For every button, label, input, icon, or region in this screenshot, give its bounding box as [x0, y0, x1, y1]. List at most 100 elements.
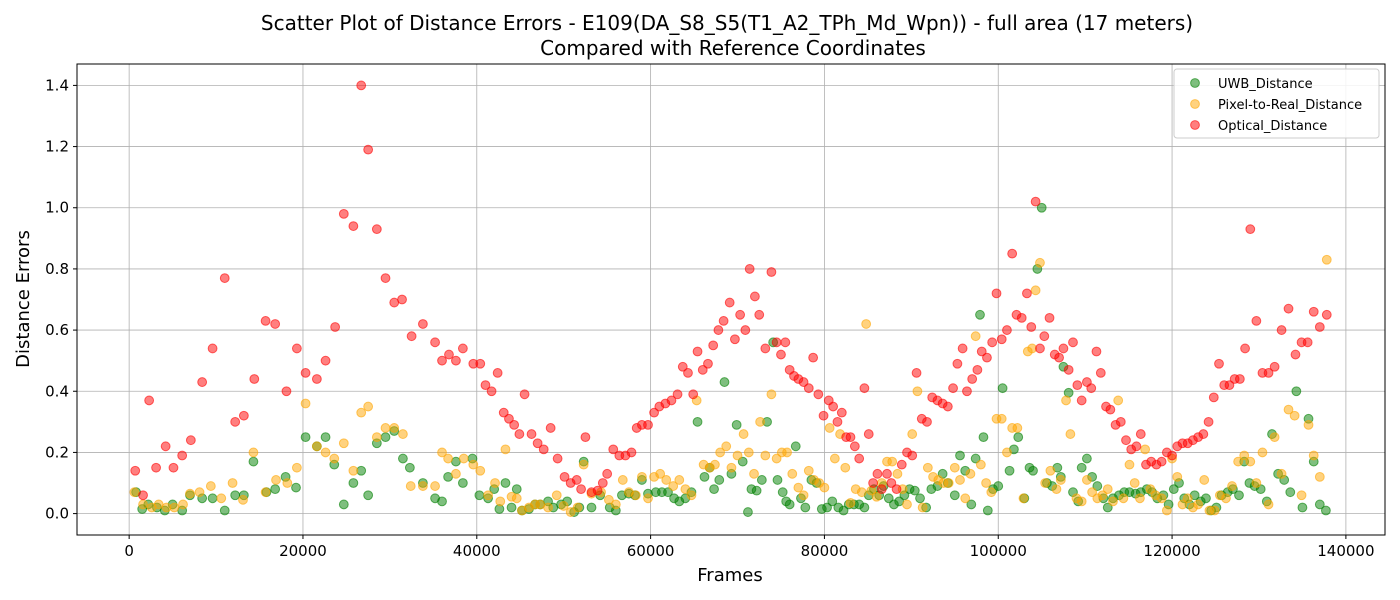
uwb-distance-point: [230, 490, 241, 501]
x-tick-label: 60000: [627, 542, 675, 560]
optical-distance-point: [982, 352, 992, 363]
pixel-to-real-distance-point: [572, 502, 583, 513]
pixel-to-real-distance-point: [1283, 404, 1294, 415]
pixel-to-real-distance-point: [1296, 490, 1307, 501]
optical-distance-point: [987, 337, 998, 348]
pixel-to-real-distance-point: [845, 497, 856, 508]
optical-distance-point: [1131, 441, 1142, 452]
optical-distance-point: [1269, 361, 1280, 372]
pixel-to-real-distance-point: [500, 444, 511, 455]
optical-distance-point: [526, 429, 537, 439]
uwb-distance-point: [404, 462, 415, 473]
pixel-to-real-distance-point: [787, 468, 798, 479]
pixel-to-real-distance-point: [216, 493, 227, 504]
pixel-to-real-distance-point: [1303, 419, 1314, 430]
optical-distance-point: [608, 444, 619, 455]
optical-distance-point: [580, 432, 591, 443]
optical-distance-point: [776, 349, 786, 360]
pixel-to-real-distance-point: [1051, 484, 1062, 495]
optical-distance-point: [649, 407, 659, 418]
optical-distance-point: [1224, 380, 1235, 391]
pixel-to-real-distance-point: [661, 475, 672, 485]
uwb-distance-point: [1102, 502, 1113, 513]
pixel-to-real-distance-point: [443, 453, 454, 464]
optical-distance-point: [514, 429, 525, 439]
uwb-distance-point: [338, 499, 349, 510]
pixel-to-real-distance-point: [981, 478, 991, 488]
uwb-distance-point: [506, 502, 517, 513]
pixel-to-real-distance-point: [169, 502, 180, 513]
pixel-to-real-distance-point: [1308, 450, 1319, 461]
optical-distance-point: [1022, 288, 1032, 299]
pixel-to-real-distance-point: [458, 453, 469, 464]
y-tick-label: 0.6: [45, 321, 69, 339]
optical-distance-point: [270, 319, 281, 329]
y-tick-label: 1.0: [45, 199, 69, 217]
pixel-to-real-distance-point: [955, 475, 965, 485]
legend: UWB_Distance Pixel-to-Real_Distance Optica…: [1173, 68, 1380, 139]
series-optical-distance: [130, 80, 1332, 501]
pixel-to-real-distance-point: [892, 468, 903, 479]
optical-distance-point: [907, 450, 918, 461]
uwb-distance-point: [1291, 386, 1302, 397]
uwb-distance-point: [1076, 462, 1087, 473]
pixel-to-real-distance-point: [1124, 459, 1135, 470]
uwb-distance-point: [1314, 499, 1325, 510]
pixel-to-real-distance-point: [495, 496, 506, 507]
optical-distance-point: [552, 453, 563, 464]
optical-distance-point: [967, 374, 978, 384]
optical-distance-point: [1002, 325, 1012, 335]
optical-distance-point: [882, 468, 892, 479]
optical-distance-point: [942, 401, 953, 412]
optical-distance-point: [976, 346, 987, 357]
optical-distance-point: [504, 413, 514, 424]
optical-distance-point: [677, 361, 688, 372]
optical-distance-point: [697, 364, 708, 375]
pixel-to-real-distance-point: [551, 490, 562, 501]
pixel-to-real-distance-point: [271, 475, 281, 485]
pixel-to-real-distance-point: [1233, 456, 1244, 467]
optical-distance-point: [1016, 312, 1027, 323]
pixel-to-real-distance-point: [1055, 475, 1066, 485]
pixel-to-real-distance-point: [348, 465, 359, 476]
pixel-to-real-distance-point: [824, 423, 835, 433]
optical-distance-point: [437, 355, 447, 366]
pixel-to-real-distance-point: [578, 459, 589, 470]
optical-distance-point: [330, 322, 341, 332]
pixel-to-real-distance-point: [1018, 493, 1029, 504]
uwb-distance-point: [1092, 481, 1103, 491]
y-tick-label: 0.4: [45, 382, 69, 400]
optical-distance-point: [718, 316, 729, 326]
pixel-to-real-distance-point: [1289, 410, 1300, 421]
optical-distance-point: [1245, 224, 1256, 235]
optical-distance-point: [338, 208, 349, 219]
optical-distance-point: [666, 395, 677, 406]
optical-distance-point: [1026, 322, 1037, 332]
optical-distance-point: [643, 419, 653, 430]
optical-distance-point: [896, 459, 907, 470]
uwb-distance-point: [1004, 465, 1015, 476]
uwb-distance-point: [348, 478, 359, 488]
uwb-distance-point: [1234, 490, 1244, 501]
pixel-to-real-distance-point: [389, 423, 400, 433]
axis-ticks: 0 20000 40000 60000 80000 100000 120000 140000 0…: [45, 76, 1374, 560]
optical-distance-point: [886, 478, 897, 488]
uwb-distance-point: [719, 377, 730, 387]
optical-distance-point: [576, 484, 586, 495]
uwb-distance-point: [270, 484, 281, 495]
optical-distance-point: [291, 343, 302, 354]
optical-distance-point: [891, 484, 902, 495]
uwb-distance-point: [915, 493, 925, 504]
optical-distance-point: [1068, 337, 1078, 348]
optical-distance-point: [683, 368, 693, 378]
pixel-to-real-distance-point: [856, 487, 867, 498]
pixel-to-real-distance-point: [565, 507, 576, 517]
pixel-to-real-distance-point: [1263, 499, 1274, 510]
pixel-to-real-distance-point: [1065, 429, 1076, 439]
optical-distance-point: [418, 319, 428, 329]
pixel-to-real-distance-point: [829, 453, 840, 464]
uwb-distance-point: [909, 485, 920, 496]
pixel-to-real-distance-point: [1199, 475, 1210, 485]
pixel-to-real-distance-point: [1002, 447, 1012, 458]
optical-distance-point: [911, 368, 922, 378]
